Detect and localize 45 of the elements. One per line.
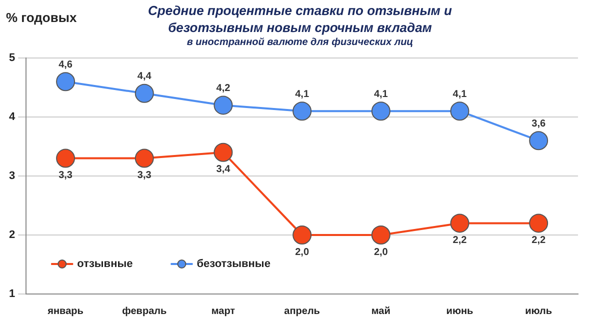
chart-subtitle: в иностранной валюте для физических лиц [186,36,414,49]
point [56,148,76,168]
data-label: 2,0 [295,246,310,258]
x-tick-label: март [211,306,236,317]
point [56,72,76,92]
data-label: 3,3 [58,170,73,182]
data-label: 4,1 [452,88,468,100]
x-tick-label: январь [48,306,84,317]
data-label: 3,4 [216,164,231,176]
y-tick-label: 4 [8,111,16,124]
point [214,96,233,115]
point [292,102,312,121]
data-label: 3,6 [532,118,546,130]
point [292,226,312,244]
chart-title: Средние процентные ставки по отзывным и безотзывным новым срочным вкладам [147,2,453,36]
data-label: 2,2 [452,234,468,246]
legend-label: отзывные [77,258,133,270]
x-tick-label: июнь [446,306,474,317]
point [529,131,548,150]
data-label: 4,4 [137,71,152,82]
y-tick-label: 1 [8,288,16,300]
point [529,214,548,233]
data-label: 3,3 [137,170,152,182]
data-label: 2,2 [532,234,546,246]
point [371,102,390,121]
data-label: 4,1 [295,88,310,100]
point [450,214,470,233]
data-label: 4,6 [58,59,73,70]
point [450,102,470,121]
y-tick-label: 2 [8,229,16,242]
data-label: 2,0 [374,246,388,258]
data-label: 4,2 [216,82,231,94]
point [134,148,154,168]
point [371,226,390,244]
y-tick-label: 5 [8,52,16,64]
x-tick-label: май [371,306,390,317]
x-tick-label: февраль [122,306,167,317]
y-tick-label: 3 [8,170,16,182]
data-label: 4,1 [374,88,388,100]
point [134,84,154,103]
y-axis-title: % годовых [6,10,77,25]
x-tick-label: апрель [284,306,320,317]
legend-label: безотзывные [196,258,270,270]
x-tick-label: июль [525,306,552,317]
point [214,142,233,162]
